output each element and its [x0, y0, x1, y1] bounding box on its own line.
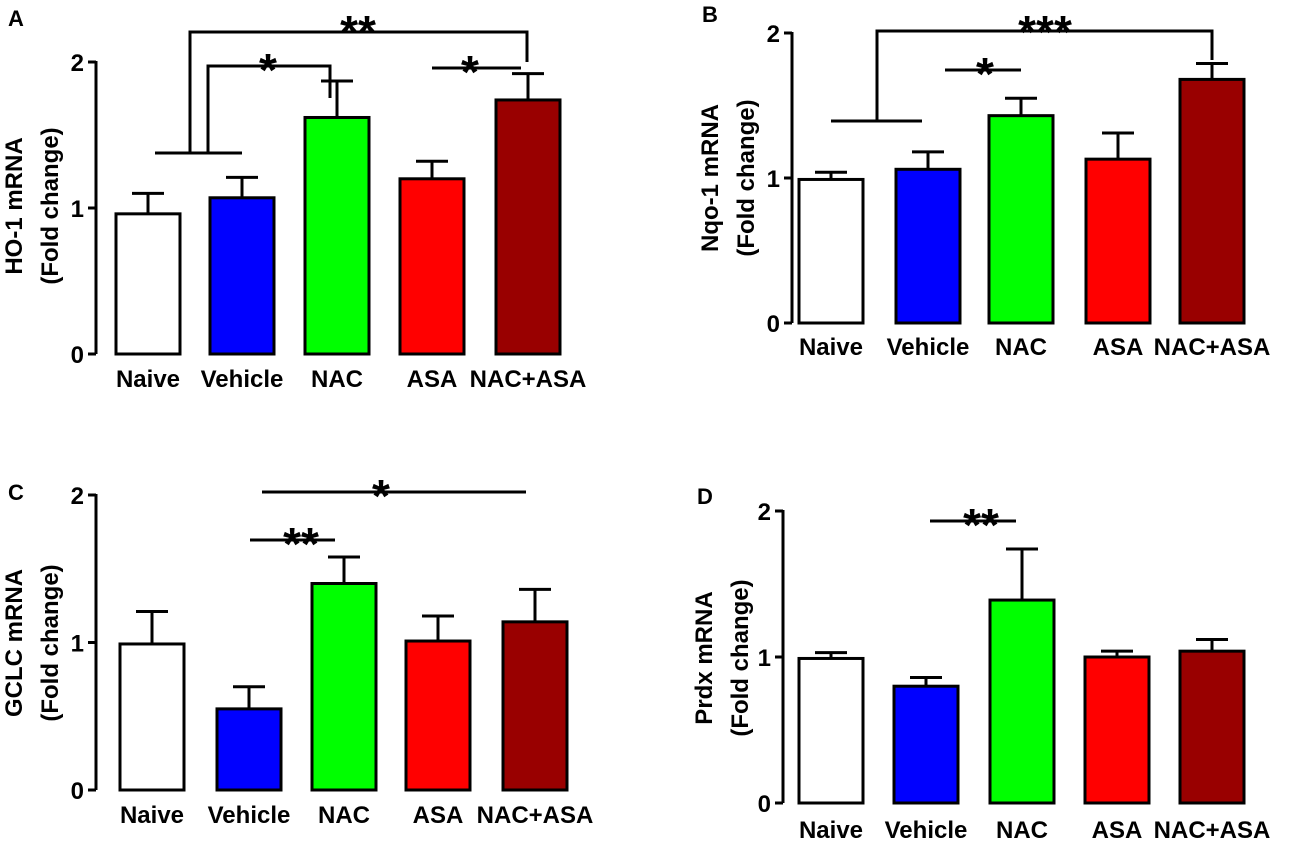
category-label: ASA	[1093, 334, 1144, 361]
panel-letter: B	[702, 2, 718, 27]
y-axis-label: (Fold change)	[733, 99, 760, 256]
panel-letter: C	[8, 480, 24, 505]
y-tick-label: 2	[71, 50, 84, 77]
significance-stars: *	[259, 44, 277, 96]
bar-asa	[398, 177, 466, 356]
category-label: NAC+ASA	[1154, 334, 1271, 361]
y-axis-label: (Fold change)	[727, 579, 754, 736]
panel-letter: D	[697, 484, 713, 509]
significance-stars: **	[283, 518, 319, 570]
category-label: NAC+ASA	[470, 366, 587, 393]
panel-b: B Nqo-1 mRNA (Fold change) 0 1 2 Naive Vehicle N…	[697, 2, 1270, 361]
bar-nac	[303, 115, 371, 356]
category-label: Vehicle	[208, 802, 291, 829]
category-label: NAC	[995, 334, 1047, 361]
bar-asa	[404, 639, 472, 792]
bar-naive	[114, 212, 182, 356]
bar-nacasa	[1178, 649, 1246, 805]
y-axis-label: HO-1 mRNA	[1, 137, 28, 274]
category-label: NAC	[311, 366, 363, 393]
category-label: ASA	[407, 366, 458, 393]
category-label: Vehicle	[885, 817, 968, 841]
y-tick-label: 2	[71, 483, 84, 510]
bar-asa	[1084, 157, 1152, 325]
significance-bracket	[875, 29, 1214, 121]
y-tick-label: 1	[758, 645, 771, 672]
category-label: ASA	[413, 802, 464, 829]
category-label: Vehicle	[201, 366, 284, 393]
bar-nac	[310, 582, 378, 792]
panel-a: A HO-1 mRNA (Fold change) 0 1 2 Naive Vehicle NA…	[1, 6, 586, 393]
category-label: ASA	[1092, 817, 1143, 841]
y-axis-label: Prdx mRNA	[691, 591, 718, 724]
y-tick-label: 0	[758, 791, 771, 818]
significance-stars: **	[340, 6, 376, 58]
significance-stars: **	[963, 499, 999, 551]
category-label: NAC	[996, 817, 1048, 841]
bar-vehicle	[215, 707, 283, 792]
bar-vehicle	[894, 167, 962, 325]
significance-bracket	[206, 64, 332, 153]
y-axis-label: GCLC mRNA	[1, 569, 28, 717]
y-tick-label: 0	[71, 778, 84, 805]
bar-nacasa	[494, 98, 562, 356]
significance-stars: *	[461, 46, 479, 98]
y-tick-label: 0	[71, 342, 84, 369]
bar-nac	[987, 114, 1055, 325]
category-label: NAC+ASA	[477, 802, 594, 829]
y-tick-label: 1	[71, 631, 84, 658]
category-label: NAC	[318, 802, 370, 829]
panel-letter: A	[8, 6, 24, 31]
y-axis-label: (Fold change)	[37, 564, 64, 721]
category-label: Vehicle	[887, 334, 970, 361]
y-tick-label: 1	[767, 166, 780, 193]
panel-c: C GCLC mRNA (Fold change) 0 1 2 Naive Vehicle NA…	[1, 470, 593, 829]
bar-nacasa	[1178, 77, 1246, 325]
bar-asa	[1083, 655, 1151, 805]
bar-naive	[118, 642, 186, 792]
category-label: NAC+ASA	[1154, 817, 1271, 841]
category-label: Naive	[799, 334, 863, 361]
bar-nac	[988, 598, 1056, 805]
panel-d: D Prdx mRNA (Fold change) 0 1 2 Naive Vehicle NA…	[691, 484, 1270, 841]
category-label: Naive	[799, 817, 863, 841]
bar-nacasa	[501, 620, 569, 792]
y-axis-label: (Fold change)	[37, 127, 64, 284]
significance-bracket	[188, 30, 529, 153]
y-tick-label: 0	[767, 311, 780, 338]
bar-naive	[797, 177, 865, 325]
y-tick-label: 1	[71, 196, 84, 223]
significance-stars: *	[976, 48, 994, 100]
y-tick-label: 2	[758, 499, 771, 526]
bar-naive	[797, 656, 865, 805]
bar-vehicle	[208, 196, 276, 356]
y-tick-label: 2	[767, 21, 780, 48]
bar-vehicle	[892, 684, 960, 805]
category-label: Naive	[116, 366, 180, 393]
y-axis-label: Nqo-1 mRNA	[697, 104, 724, 252]
significance-stars: ***	[1018, 6, 1072, 58]
significance-stars: *	[372, 470, 390, 522]
category-label: Naive	[120, 802, 184, 829]
